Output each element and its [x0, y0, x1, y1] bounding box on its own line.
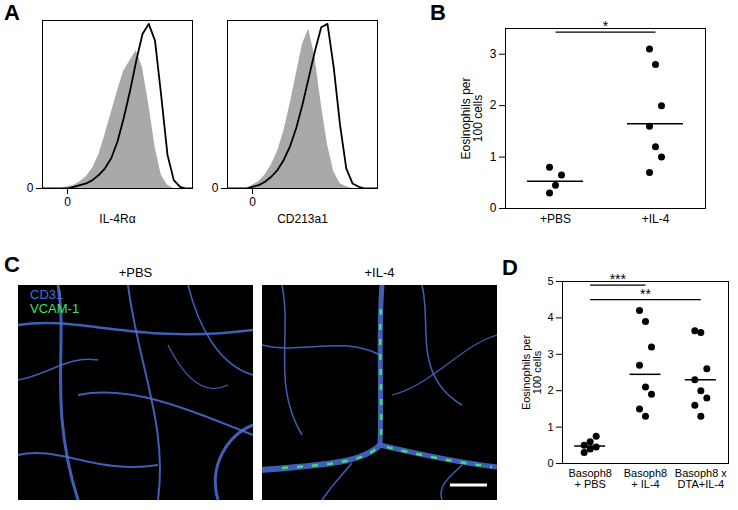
svg-text:Basoph8+ IL-4: Basoph8+ IL-4	[624, 467, 667, 490]
svg-text:3: 3	[490, 47, 497, 61]
html-text:B: B	[430, 0, 446, 25]
svg-text:2: 2	[547, 384, 553, 396]
svg-text:***: ***	[610, 271, 627, 287]
svg-text:5: 5	[547, 275, 553, 287]
svg-text:**: **	[640, 286, 651, 302]
svg-text:Basoph8+ PBS: Basoph8+ PBS	[568, 467, 611, 490]
html-text:C: C	[4, 252, 20, 277]
svg-text:CD213a1: CD213a1	[277, 212, 328, 226]
svg-text:Eosinophils per100 cells: Eosinophils per100 cells	[520, 335, 543, 411]
svg-text:1: 1	[547, 421, 553, 433]
svg-text:0: 0	[27, 181, 34, 195]
svg-text:0: 0	[490, 201, 497, 215]
svg-text:0: 0	[249, 195, 256, 209]
svg-text:Eosinophils per100 cells: Eosinophils per100 cells	[459, 77, 485, 159]
svg-text:0: 0	[64, 195, 71, 209]
svg-text:+IL-4: +IL-4	[642, 212, 670, 226]
svg-text:+IL-4: +IL-4	[365, 265, 395, 280]
svg-text:3: 3	[547, 348, 553, 360]
svg-text:0: 0	[212, 181, 219, 195]
svg-text:4: 4	[547, 311, 553, 323]
svg-text:0: 0	[547, 457, 553, 469]
html-text:A: A	[4, 0, 20, 25]
svg-text:+PBS: +PBS	[119, 265, 153, 280]
svg-text:CD31: CD31	[30, 287, 63, 302]
html-text:D: D	[502, 255, 518, 280]
svg-text:+PBS: +PBS	[540, 212, 571, 226]
svg-text:1: 1	[490, 150, 497, 164]
svg-text:2: 2	[490, 98, 497, 112]
svg-text:IL-4Rα: IL-4Rα	[99, 212, 135, 226]
svg-text:Basoph8 xDTA+IL-4: Basoph8 xDTA+IL-4	[675, 467, 727, 490]
svg-text:*: *	[603, 18, 609, 34]
svg-text:VCAM-1: VCAM-1	[30, 301, 79, 316]
